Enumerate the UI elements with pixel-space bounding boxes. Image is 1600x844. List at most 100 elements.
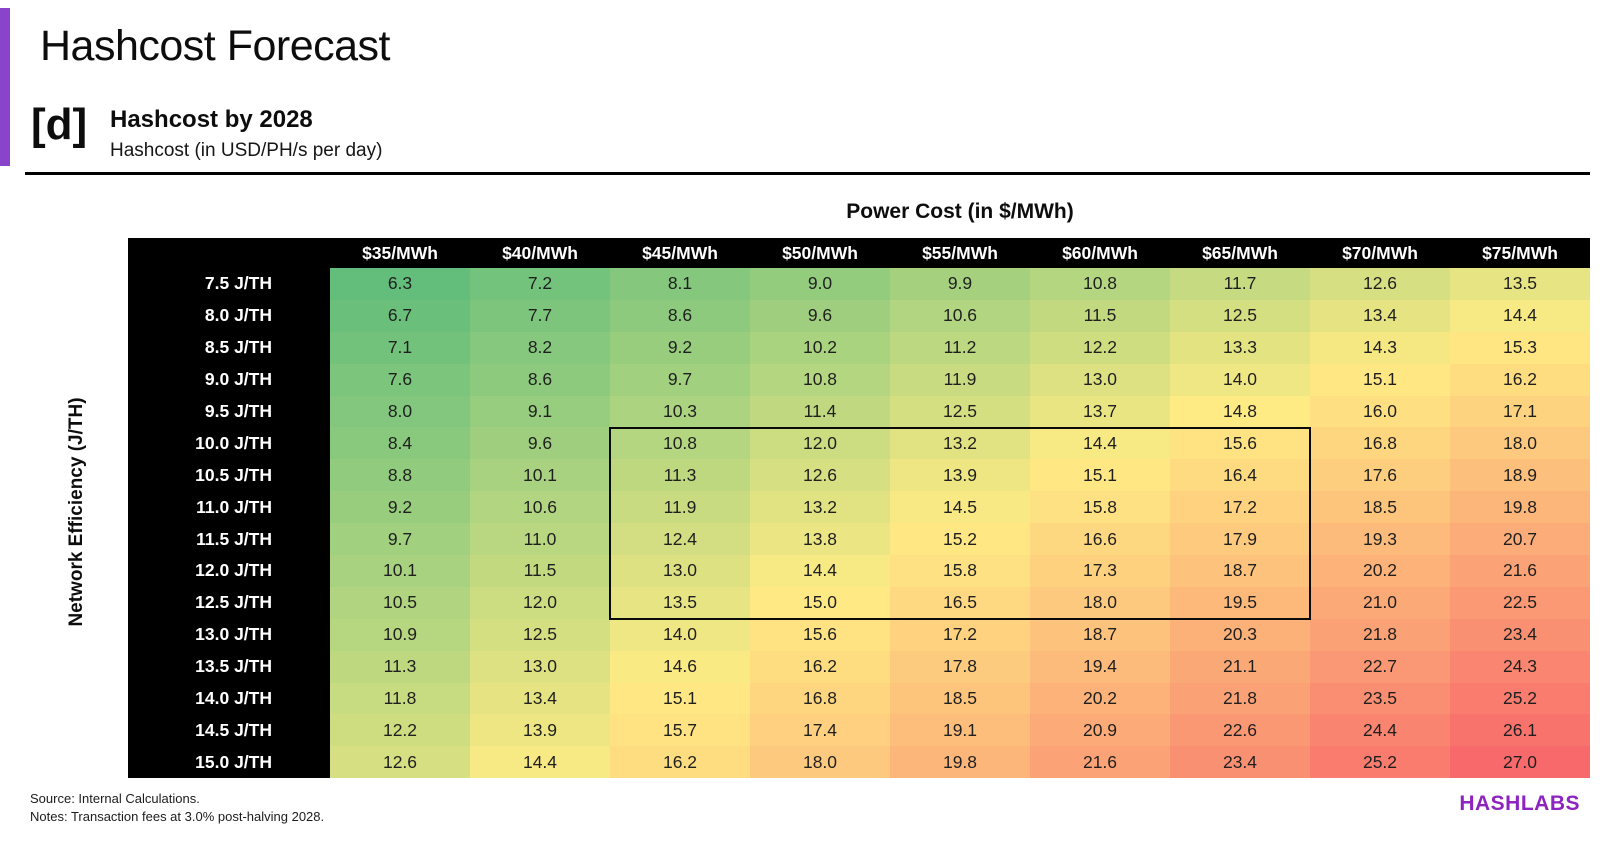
- heatmap-cell: 13.0: [470, 650, 610, 683]
- heatmap-cell: 23.5: [1310, 682, 1450, 715]
- heatmap-row: 10.0 J/TH 8.4 9.6 10.8 12.0 13.2 14.4 15.6 16.8 1…: [128, 427, 1590, 460]
- heatmap-row: 14.0 J/TH 11.8 13.4 15.1 16.8 18.5 20.2 21.8 23.…: [128, 682, 1590, 715]
- heatmap-row: 8.0 J/TH 6.7 7.7 8.6 9.6 10.6 11.5 12.5 13.4 14.4: [128, 299, 1590, 332]
- heatmap-cell: 16.2: [610, 746, 750, 779]
- heatmap-cell: 16.4: [1170, 459, 1310, 492]
- heatmap-cell: 15.1: [1310, 363, 1450, 396]
- heatmap-cell: 19.8: [890, 746, 1030, 779]
- heatmap-cell: 8.6: [610, 299, 750, 332]
- heatmap-cell: 11.5: [470, 555, 610, 587]
- heatmap-cell: 17.9: [1170, 523, 1310, 556]
- heatmap-cell: 7.1: [330, 331, 470, 364]
- row-label: 12.5 J/TH: [128, 586, 330, 619]
- heatmap-cell: 9.9: [890, 268, 1030, 300]
- heatmap-cell: 14.0: [610, 618, 750, 651]
- heatmap-cell: 12.5: [470, 618, 610, 651]
- heatmap-cell: 22.6: [1170, 714, 1310, 747]
- heatmap-cell: 21.8: [1310, 618, 1450, 651]
- heatmap-cell: 18.7: [1170, 555, 1310, 587]
- heatmap-cell: 8.0: [330, 395, 470, 428]
- heatmap-cell: 10.1: [330, 555, 470, 587]
- heatmap-corner-cell: [128, 238, 330, 268]
- row-label: 7.5 J/TH: [128, 268, 330, 300]
- x-axis-title: Power Cost (in $/MWh): [846, 200, 1074, 223]
- heatmap-cell: 7.7: [470, 299, 610, 332]
- heatmap-cell: 13.2: [750, 491, 890, 524]
- heatmap-cell: 17.3: [1030, 555, 1170, 587]
- row-label: 14.0 J/TH: [128, 682, 330, 715]
- column-header: $45/MWh: [610, 238, 750, 268]
- accent-bar: [0, 8, 10, 166]
- heatmap-cell: 9.6: [750, 299, 890, 332]
- heatmap-cell: 16.8: [1310, 427, 1450, 460]
- heatmap-cell: 11.7: [1170, 268, 1310, 300]
- row-label: 13.5 J/TH: [128, 650, 330, 683]
- heatmap-row: 12.0 J/TH 10.1 11.5 13.0 14.4 15.8 17.3 18.7 20.…: [128, 555, 1590, 587]
- heatmap-cell: 25.2: [1450, 682, 1590, 715]
- heatmap-cell: 20.2: [1030, 682, 1170, 715]
- heatmap-cell: 16.8: [750, 682, 890, 715]
- heatmap-cell: 16.0: [1310, 395, 1450, 428]
- heatmap-cell: 15.8: [1030, 491, 1170, 524]
- heatmap-header-row: $35/MWh $40/MWh $45/MWh $50/MWh $55/MWh $60/M…: [128, 238, 1590, 268]
- heatmap-cell: 8.4: [330, 427, 470, 460]
- heatmap-cell: 17.6: [1310, 459, 1450, 492]
- heatmap-cell: 8.2: [470, 331, 610, 364]
- row-label: 9.5 J/TH: [128, 395, 330, 428]
- y-axis-title: Network Efficiency (J/TH): [66, 397, 87, 627]
- heatmap-cell: 17.4: [750, 714, 890, 747]
- heatmap-cell: 14.8: [1170, 395, 1310, 428]
- heatmap-cell: 15.6: [1170, 427, 1310, 460]
- heatmap-cell: 12.5: [1170, 299, 1310, 332]
- heatmap-cell: 9.7: [330, 523, 470, 556]
- row-label: 11.0 J/TH: [128, 491, 330, 524]
- row-label: 10.5 J/TH: [128, 459, 330, 492]
- heatmap-cell: 10.9: [330, 618, 470, 651]
- heatmap-cell: 11.9: [610, 491, 750, 524]
- heatmap-cell: 13.8: [750, 523, 890, 556]
- heatmap-cell: 15.7: [610, 714, 750, 747]
- heatmap-cell: 16.6: [1030, 523, 1170, 556]
- heatmap-cell: 14.3: [1310, 331, 1450, 364]
- heatmap-cell: 20.7: [1450, 523, 1590, 556]
- heatmap-cell: 13.0: [1030, 363, 1170, 396]
- heatmap-cell: 10.6: [890, 299, 1030, 332]
- heatmap-cell: 21.8: [1170, 682, 1310, 715]
- heatmap-cell: 10.8: [1030, 268, 1170, 300]
- heatmap-cell: 21.6: [1450, 555, 1590, 587]
- figure-subtitle: Hashcost (in USD/PH/s per day): [110, 140, 383, 161]
- heatmap-cell: 13.3: [1170, 331, 1310, 364]
- heatmap-cell: 12.2: [1030, 331, 1170, 364]
- heatmap-cell: 20.2: [1310, 555, 1450, 587]
- row-label: 14.5 J/TH: [128, 714, 330, 747]
- heatmap-cell: 7.6: [330, 363, 470, 396]
- heatmap-cell: 10.6: [470, 491, 610, 524]
- heatmap-cell: 10.3: [610, 395, 750, 428]
- heatmap-cell: 23.4: [1450, 618, 1590, 651]
- heatmap-cell: 10.1: [470, 459, 610, 492]
- heatmap-cell: 15.8: [890, 555, 1030, 587]
- column-header: $50/MWh: [750, 238, 890, 268]
- heatmap-cell: 21.6: [1030, 746, 1170, 779]
- column-header: $60/MWh: [1030, 238, 1170, 268]
- heatmap-cell: 16.5: [890, 586, 1030, 619]
- heatmap-cell: 15.0: [750, 586, 890, 619]
- divider-rule: [25, 172, 1590, 175]
- heatmap-cell: 13.7: [1030, 395, 1170, 428]
- heatmap-cell: 18.9: [1450, 459, 1590, 492]
- heatmap-cell: 12.6: [1310, 268, 1450, 300]
- heatmap-row: 13.0 J/TH 10.9 12.5 14.0 15.6 17.2 18.7 20.3 21.…: [128, 618, 1590, 651]
- heatmap-cell: 13.5: [1450, 268, 1590, 300]
- heatmap-cell: 13.5: [610, 586, 750, 619]
- heatmap-row: 9.5 J/TH 8.0 9.1 10.3 11.4 12.5 13.7 14.8 16.0 17…: [128, 395, 1590, 428]
- heatmap-cell: 11.3: [330, 650, 470, 683]
- heatmap-cell: 12.0: [470, 586, 610, 619]
- heatmap-cell: 7.2: [470, 268, 610, 300]
- heatmap-row: 8.5 J/TH 7.1 8.2 9.2 10.2 11.2 12.2 13.3 14.3 15.…: [128, 331, 1590, 364]
- heatmap-cell: 13.4: [470, 682, 610, 715]
- heatmap-cell: 15.6: [750, 618, 890, 651]
- heatmap-cell: 11.4: [750, 395, 890, 428]
- heatmap-cell: 11.3: [610, 459, 750, 492]
- heatmap-cell: 24.4: [1310, 714, 1450, 747]
